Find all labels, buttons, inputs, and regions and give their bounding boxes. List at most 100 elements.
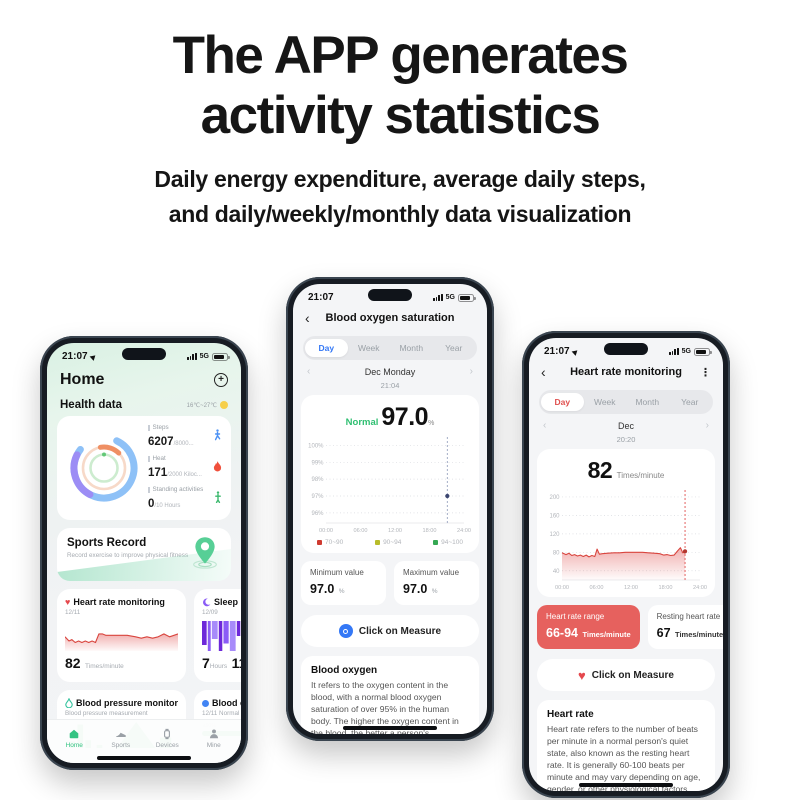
bp-card-subtitle: Blood pressure measurement	[65, 710, 148, 717]
spo2-chart-card: Normal 97.0% 100% 99% 98% 97% 96% 00:00 06:00 12…	[301, 395, 479, 553]
blood-oxygen-info-card: Blood oxygen It refers to the oxygen con…	[301, 656, 479, 734]
sports-record-card[interactable]: Sports Record Record exercise to improve…	[57, 528, 231, 581]
hr-chart-card: 82 Times/minute 200 160 120 80 40 00:00 06:00 1…	[537, 449, 715, 597]
sports-icon	[116, 732, 126, 737]
info-title: Heart rate	[547, 709, 594, 721]
screen-title: Blood oxygen saturation	[325, 312, 455, 324]
tab-day[interactable]: Day	[305, 339, 348, 357]
legend-yellow-swatch	[375, 540, 381, 545]
dynamic-island	[604, 343, 648, 355]
location-arrow-icon	[89, 352, 97, 361]
svg-text:18:00: 18:00	[659, 585, 673, 591]
resting-label: Resting heart rate	[656, 612, 721, 621]
svg-text:06:00: 06:00	[354, 528, 368, 534]
svg-text:80: 80	[553, 550, 560, 556]
reading-time: 20:20	[616, 435, 636, 444]
home-indicator[interactable]	[97, 756, 191, 760]
svg-text:200: 200	[549, 495, 560, 501]
phone-heart-rate: 21:07 5G ‹ Heart rate monitoring ⋮ Day W…	[522, 331, 730, 798]
home-indicator[interactable]	[579, 783, 673, 787]
hr-value: 82	[587, 457, 613, 483]
metric-heat: Heat 171/2000 Kiloc...	[148, 455, 222, 481]
hr-day-chart: 200 160 120 80 40 00:00 06:00 12:00 18:00 24:00	[543, 486, 709, 592]
spo2-value: 97.0	[381, 403, 429, 431]
oxygen-icon	[202, 699, 210, 707]
svg-text:06:00: 06:00	[590, 585, 604, 591]
heart-rate-info-card: Heart rate Heart rate refers to the numb…	[537, 700, 715, 791]
back-button[interactable]: ‹	[305, 310, 310, 326]
home-indicator[interactable]	[343, 726, 437, 730]
maximum-label: Maximum value	[403, 568, 460, 577]
tab-week[interactable]: Week	[357, 343, 380, 353]
measure-spo2-icon	[338, 624, 353, 639]
spo2-card-status: 12/11 Normal	[202, 710, 240, 717]
tab-year[interactable]: Year	[681, 397, 699, 407]
reading-time: 21:04	[380, 381, 400, 390]
prev-date-button[interactable]: ‹	[307, 366, 311, 377]
network-label: 5G	[681, 348, 691, 355]
legend-red-swatch	[317, 540, 322, 545]
location-arrow-icon	[571, 347, 579, 356]
nav-sports[interactable]: Sports	[98, 728, 145, 749]
sleep-card[interactable]: Sleep 12/09 7Hours 11Minutes	[194, 589, 241, 682]
next-date-button[interactable]: ›	[705, 420, 709, 431]
maximum-value: 97.0	[403, 582, 428, 597]
range-value: 66-94	[546, 626, 578, 641]
activity-summary-card[interactable]: Steps 6207/8000... Heat 171/2000 Kiloc..…	[57, 416, 231, 520]
minimum-value-card: Minimum value 97.0 %	[301, 561, 386, 606]
watch-icon	[164, 728, 171, 740]
status-time: 21:07	[308, 292, 334, 303]
next-date-button[interactable]: ›	[469, 366, 473, 377]
measure-button[interactable]: Click on Measure	[301, 615, 479, 648]
resting-heart-rate-card: Resting heart rate 67 Times/minute	[647, 605, 723, 650]
sports-record-subtitle: Record exercise to improve physical fitn…	[67, 552, 189, 559]
spo2-legend: 70~90 90~94 94~100	[307, 535, 473, 548]
back-button[interactable]: ‹	[541, 364, 546, 380]
sun-icon	[220, 401, 228, 409]
phone-blood-oxygen: 21:07 5G ‹ Blood oxygen saturation Day W…	[286, 277, 494, 741]
page-title-line2: activity statistics	[200, 85, 601, 145]
signal-icon	[668, 347, 679, 356]
sleep-card-date: 12/09	[202, 609, 218, 616]
period-tabs: Day Week Month Year	[303, 336, 477, 360]
weather-widget: 16℃~27℃	[187, 401, 228, 409]
spo2-card-title: Blood oxygen saturation	[212, 698, 241, 708]
flame-icon	[213, 459, 222, 477]
legend-green-swatch	[433, 540, 439, 545]
tab-month[interactable]: Month	[635, 397, 660, 407]
weather-label: 16℃~27℃	[186, 402, 217, 409]
status-bar: 21:07 5G	[529, 338, 723, 360]
person-icon	[209, 729, 218, 739]
tab-day[interactable]: Day	[541, 393, 584, 411]
measure-heart-icon: ♥	[578, 667, 586, 683]
heart-card-title: Heart rate monitoring	[73, 597, 165, 607]
steps-value: 6207	[148, 436, 174, 448]
tab-week[interactable]: Week	[593, 397, 616, 407]
svg-text:40: 40	[553, 569, 560, 575]
status-tag: Normal	[345, 417, 379, 428]
period-tabs: Day Week Month Year	[539, 390, 713, 414]
metric-standing: Standing activities 0/10 Hours	[148, 486, 222, 512]
svg-text:99%: 99%	[311, 460, 324, 466]
svg-text:18:00: 18:00	[423, 528, 437, 534]
nav-devices[interactable]: Devices	[144, 728, 191, 749]
sleep-hours: 7	[202, 655, 210, 671]
steps-label: Steps	[152, 424, 169, 431]
bottom-nav: Home Sports Devices Mine	[47, 719, 241, 763]
nav-home[interactable]: Home	[51, 728, 98, 749]
measure-button[interactable]: ♥ Click on Measure	[537, 659, 715, 692]
sports-record-title: Sports Record	[67, 537, 147, 549]
heat-label: Heat	[152, 455, 166, 462]
prev-date-button[interactable]: ‹	[543, 420, 547, 431]
minimum-label: Minimum value	[310, 568, 364, 577]
nav-mine[interactable]: Mine	[191, 728, 238, 749]
metric-steps: Steps 6207/8000...	[148, 424, 222, 450]
walker-icon	[213, 428, 222, 446]
page-subtitle-line1: Daily energy expenditure, average daily …	[154, 165, 646, 192]
heart-rate-card[interactable]: ♥ Heart rate monitoring 12/11 82 Times/mi…	[57, 589, 187, 682]
tab-year[interactable]: Year	[445, 343, 463, 353]
add-button[interactable]: +	[214, 373, 228, 387]
more-options-icon[interactable]: ⋮	[700, 366, 711, 379]
tab-month[interactable]: Month	[399, 343, 424, 353]
